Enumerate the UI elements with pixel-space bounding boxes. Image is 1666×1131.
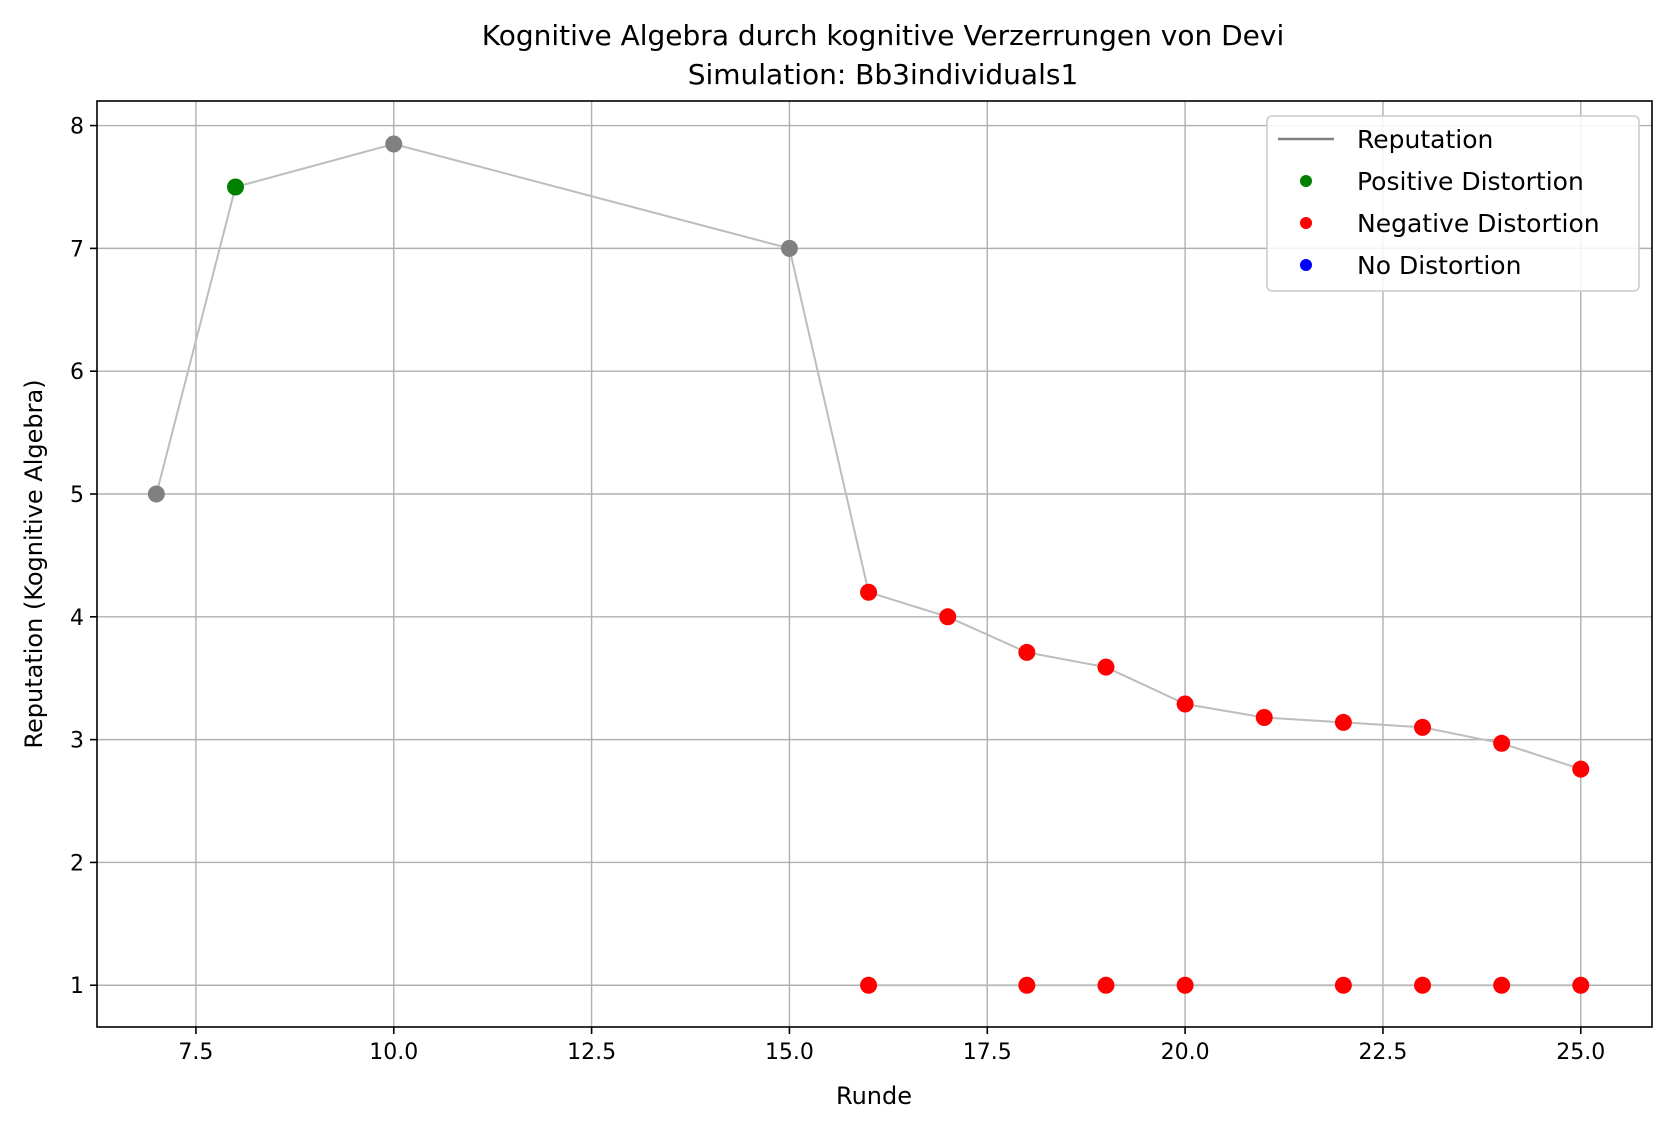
chart-title: Kognitive Algebra durch kognitive Verzer…: [482, 19, 1284, 52]
y-tick-label: 5: [70, 483, 84, 508]
x-tick-label: 17.5: [963, 1040, 1012, 1065]
legend-swatch-no-distortion: [1300, 259, 1312, 271]
data-point: [1334, 976, 1352, 994]
data-point: [385, 135, 403, 153]
data-point: [1097, 976, 1115, 994]
x-tick-label: 20.0: [1161, 1040, 1210, 1065]
data-point: [1334, 713, 1352, 731]
y-axis-label: Reputation (Kognitive Algebra): [20, 379, 48, 748]
data-point: [1414, 718, 1432, 736]
legend-label-no-distortion: No Distortion: [1357, 251, 1521, 280]
plot-area-frame: [96, 100, 1653, 1028]
x-tick-label: 7.5: [178, 1040, 213, 1065]
y-tick-label: 2: [70, 851, 84, 876]
x-tick-label: 12.5: [567, 1040, 616, 1065]
data-point: [1572, 976, 1590, 994]
legend-label-reputation: Reputation: [1357, 125, 1493, 154]
x-tick-label: 25.0: [1556, 1040, 1605, 1065]
data-point: [1493, 976, 1511, 994]
legend-swatch-positive-distortion: [1300, 175, 1312, 187]
x-axis-label: Runde: [836, 1082, 912, 1110]
legend-swatch-negative-distortion: [1300, 217, 1312, 229]
legend-label-negative-distortion: Negative Distortion: [1357, 209, 1600, 238]
data-point: [1018, 976, 1036, 994]
y-tick-label: 7: [70, 237, 84, 262]
series-lines: [155, 142, 1582, 987]
y-tick-label: 3: [70, 729, 84, 754]
data-point: [226, 178, 244, 196]
data-point: [860, 583, 878, 601]
data-point: [1414, 976, 1432, 994]
legend: Reputation Positive Distortion Negative …: [1266, 115, 1640, 292]
data-point: [147, 485, 165, 503]
legend-box: [1266, 115, 1640, 292]
data-points: [147, 135, 1590, 994]
data-point: [1572, 760, 1590, 778]
x-tick-label: 10.0: [369, 1040, 418, 1065]
x-tick-label: 15.0: [765, 1040, 814, 1065]
series-line: [155, 142, 1582, 771]
y-tick-label: 1: [70, 974, 84, 999]
data-point: [1097, 658, 1115, 676]
data-point: [780, 239, 798, 257]
y-tick-label: 6: [70, 360, 84, 385]
x-axis-ticks: 7.5 10.0 12.5 15.0 17.5 20.0 22.5 25.0: [178, 1027, 1605, 1065]
legend-label-positive-distortion: Positive Distortion: [1357, 167, 1584, 196]
data-point: [1176, 976, 1194, 994]
y-tick-label: 4: [70, 606, 84, 631]
data-point: [1255, 709, 1273, 727]
y-tick-label: 8: [70, 115, 84, 140]
data-point: [860, 976, 878, 994]
chart-subtitle: Simulation: Bb3individuals1: [688, 58, 1079, 91]
y-axis-ticks: 1 2 3 4 5 6 7 8: [70, 115, 97, 999]
data-point: [1018, 643, 1036, 661]
x-tick-label: 22.5: [1358, 1040, 1407, 1065]
data-point: [1176, 695, 1194, 713]
data-point: [1493, 734, 1511, 752]
data-point: [939, 608, 957, 626]
